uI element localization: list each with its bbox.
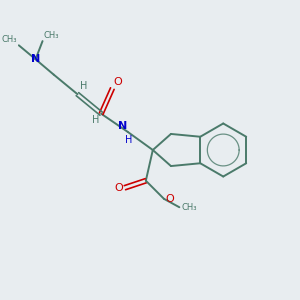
- Text: O: O: [165, 194, 174, 204]
- Text: N: N: [31, 54, 40, 64]
- Text: N: N: [118, 121, 127, 131]
- Text: CH₃: CH₃: [2, 35, 17, 44]
- Text: CH₃: CH₃: [44, 31, 59, 40]
- Text: H: H: [92, 115, 99, 125]
- Text: O: O: [115, 183, 123, 193]
- Text: CH₃: CH₃: [181, 203, 197, 212]
- Text: O: O: [114, 77, 122, 87]
- Text: H: H: [125, 135, 133, 145]
- Text: H: H: [80, 81, 88, 92]
